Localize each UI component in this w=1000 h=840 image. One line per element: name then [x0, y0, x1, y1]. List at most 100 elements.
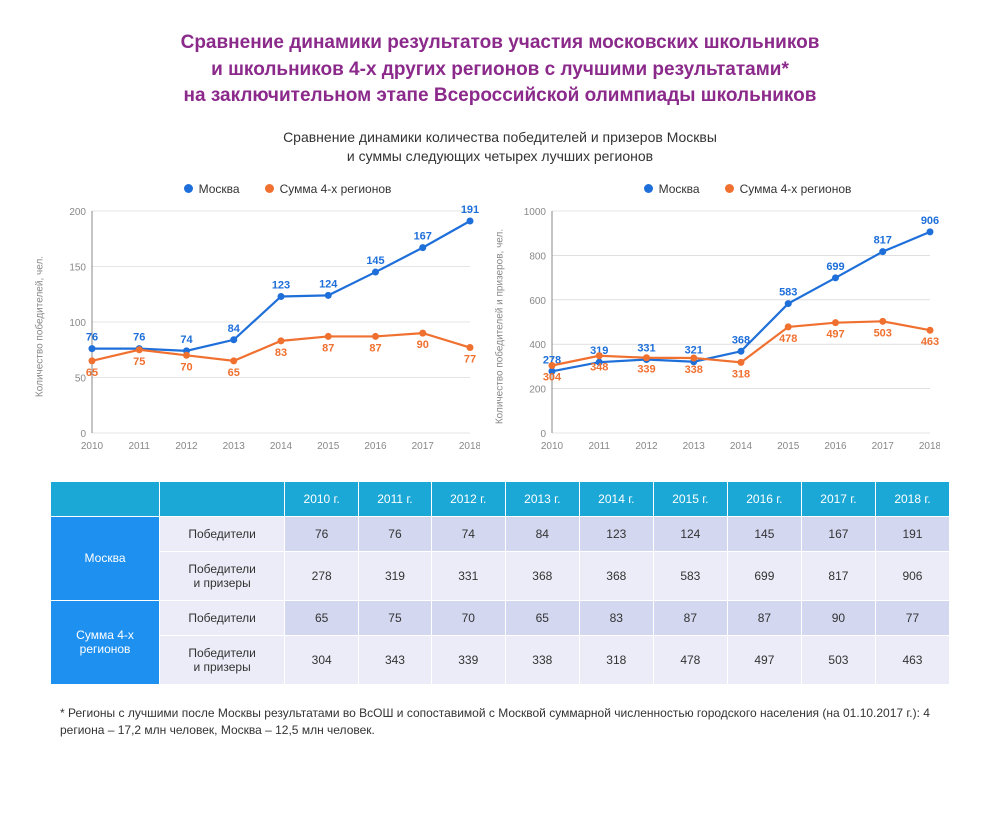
svg-text:2010: 2010 — [541, 441, 564, 452]
td-value: 331 — [431, 551, 505, 600]
td-value: 123 — [579, 516, 653, 551]
legend-label-regions: Сумма 4-х регионов — [280, 182, 392, 196]
svg-text:304: 304 — [543, 371, 562, 383]
svg-text:124: 124 — [319, 278, 338, 290]
legend-dot-moscow — [184, 184, 193, 193]
table-row: Сумма 4-хрегионовПобедители6575706583878… — [51, 600, 950, 635]
th-metric: Победители — [160, 516, 285, 551]
svg-text:123: 123 — [272, 279, 290, 291]
chart-winners-prizers: Москва Сумма 4-х регионов Количество поб… — [510, 182, 950, 461]
svg-text:87: 87 — [369, 342, 381, 354]
chart-svg-2: 0200400600800100020102011201220132014201… — [510, 201, 940, 461]
td-value: 87 — [653, 600, 727, 635]
th-year: 2011 г. — [359, 481, 432, 516]
legend-dot-regions — [725, 184, 734, 193]
svg-text:87: 87 — [322, 342, 334, 354]
legend-label-regions: Сумма 4-х регионов — [740, 182, 852, 196]
legend-1: Москва Сумма 4-х регионов — [50, 182, 490, 196]
svg-text:368: 368 — [732, 334, 750, 346]
page-title: Сравнение динамики результатов участия м… — [50, 30, 950, 110]
svg-text:2013: 2013 — [683, 441, 706, 452]
td-value: 503 — [801, 635, 875, 684]
td-value: 318 — [579, 635, 653, 684]
svg-text:2011: 2011 — [588, 441, 610, 452]
td-value: 368 — [579, 551, 653, 600]
td-value: 497 — [727, 635, 801, 684]
table-row: Победителии призеры278319331368368583699… — [51, 551, 950, 600]
td-value: 583 — [653, 551, 727, 600]
svg-text:1000: 1000 — [524, 207, 547, 218]
th-blank — [160, 481, 285, 516]
svg-text:400: 400 — [529, 340, 546, 351]
td-value: 167 — [801, 516, 875, 551]
ylabel-2: Количество победителей и призеров, чел. — [495, 229, 506, 424]
th-year: 2013 г. — [505, 481, 579, 516]
svg-text:200: 200 — [529, 385, 546, 396]
ylabel-1: Количество победителей, чел. — [35, 256, 46, 397]
th-year: 2014 г. — [579, 481, 653, 516]
th-year: 2012 г. — [431, 481, 505, 516]
svg-text:600: 600 — [529, 296, 546, 307]
td-value: 124 — [653, 516, 727, 551]
svg-text:2017: 2017 — [872, 441, 895, 452]
svg-text:65: 65 — [86, 367, 98, 379]
legend-dot-moscow — [644, 184, 653, 193]
svg-text:478: 478 — [779, 333, 797, 345]
svg-text:583: 583 — [779, 287, 797, 299]
td-value: 338 — [505, 635, 579, 684]
th-year: 2018 г. — [875, 481, 949, 516]
svg-text:0: 0 — [80, 429, 86, 440]
svg-text:167: 167 — [414, 231, 432, 243]
td-value: 339 — [431, 635, 505, 684]
td-value: 304 — [285, 635, 359, 684]
td-value: 74 — [431, 516, 505, 551]
td-value: 145 — [727, 516, 801, 551]
svg-text:150: 150 — [69, 262, 86, 273]
td-value: 83 — [579, 600, 653, 635]
svg-text:906: 906 — [921, 215, 939, 227]
svg-text:191: 191 — [461, 204, 479, 216]
td-value: 84 — [505, 516, 579, 551]
svg-text:331: 331 — [637, 342, 655, 354]
td-value: 70 — [431, 600, 505, 635]
th-year: 2015 г. — [653, 481, 727, 516]
chart-svg-1: 0501001502002010201120122013201420152016… — [50, 201, 480, 461]
legend-label-moscow: Москва — [659, 182, 700, 196]
svg-text:2015: 2015 — [317, 441, 340, 452]
svg-text:503: 503 — [874, 327, 892, 339]
td-value: 319 — [359, 551, 432, 600]
svg-text:2010: 2010 — [81, 441, 104, 452]
svg-text:200: 200 — [69, 207, 86, 218]
svg-text:0: 0 — [540, 429, 546, 440]
td-value: 368 — [505, 551, 579, 600]
svg-text:2018: 2018 — [919, 441, 940, 452]
svg-text:77: 77 — [464, 353, 476, 365]
td-value: 87 — [727, 600, 801, 635]
svg-text:2015: 2015 — [777, 441, 800, 452]
svg-text:2012: 2012 — [175, 441, 198, 452]
svg-text:318: 318 — [732, 368, 750, 380]
charts-row: Москва Сумма 4-х регионов Количество поб… — [50, 182, 950, 461]
td-value: 478 — [653, 635, 727, 684]
svg-text:497: 497 — [826, 329, 844, 341]
svg-text:800: 800 — [529, 251, 546, 262]
td-value: 65 — [505, 600, 579, 635]
td-value: 817 — [801, 551, 875, 600]
svg-text:74: 74 — [180, 334, 193, 346]
td-value: 191 — [875, 516, 949, 551]
svg-text:2014: 2014 — [270, 441, 293, 452]
svg-text:75: 75 — [133, 356, 145, 368]
svg-text:100: 100 — [69, 318, 86, 329]
svg-text:2017: 2017 — [412, 441, 435, 452]
td-value: 75 — [359, 600, 432, 635]
table-row: МоскваПобедители76767484123124145167191 — [51, 516, 950, 551]
th-metric: Победителии призеры — [160, 551, 285, 600]
svg-text:65: 65 — [228, 367, 240, 379]
svg-text:2011: 2011 — [128, 441, 150, 452]
svg-text:817: 817 — [874, 235, 892, 247]
svg-text:90: 90 — [417, 339, 429, 351]
td-value: 77 — [875, 600, 949, 635]
th-metric: Победители — [160, 600, 285, 635]
data-table: 2010 г.2011 г.2012 г.2013 г.2014 г.2015 … — [50, 481, 950, 685]
th-year: 2016 г. — [727, 481, 801, 516]
